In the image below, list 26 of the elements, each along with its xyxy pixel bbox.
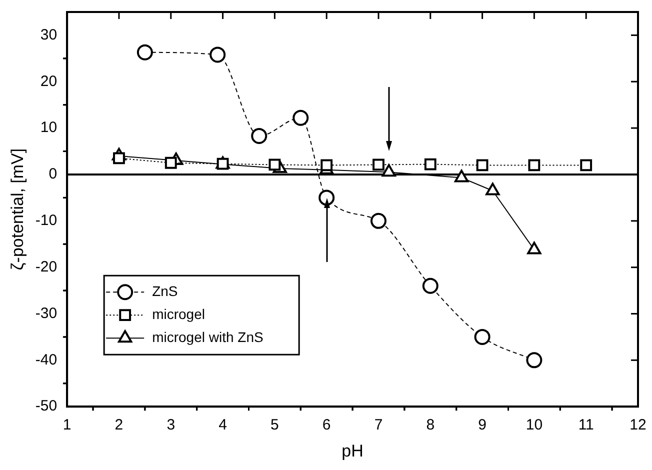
- y-tick-label: -10: [35, 212, 58, 230]
- y-tick-label: -40: [35, 351, 58, 368]
- x-tick-label: 12: [630, 416, 646, 434]
- x-tick-label: 6: [322, 416, 331, 434]
- x-tick-label: 7: [374, 416, 383, 434]
- legend-label: microgel: [152, 306, 205, 322]
- y-tick-label: 30: [40, 26, 58, 44]
- x-tick-label: 8: [426, 416, 435, 434]
- y-axis-title: ζ-potential, [mV]: [8, 148, 27, 270]
- legend-label: ZnS: [152, 282, 178, 299]
- y-tick-label: 0: [48, 166, 58, 183]
- y-tick-label: -50: [35, 398, 58, 415]
- x-tick-label: 9: [478, 416, 486, 434]
- x-tick-label: 1: [62, 416, 72, 434]
- y-tick-label: 10: [40, 119, 58, 136]
- x-axis-title: pH: [342, 441, 364, 460]
- y-tick-label: -30: [35, 304, 58, 322]
- x-tick-label: 3: [166, 416, 176, 434]
- x-tick-label: 2: [114, 416, 124, 434]
- y-tick-label: -20: [35, 258, 58, 276]
- x-tick-label: 10: [526, 416, 543, 434]
- y-tick-label: 20: [40, 72, 58, 90]
- x-tick-label: 4: [218, 416, 227, 434]
- legend-label: microgel with ZnS: [152, 328, 264, 345]
- x-tick-label: 11: [578, 416, 594, 434]
- x-tick-label: 5: [270, 416, 279, 434]
